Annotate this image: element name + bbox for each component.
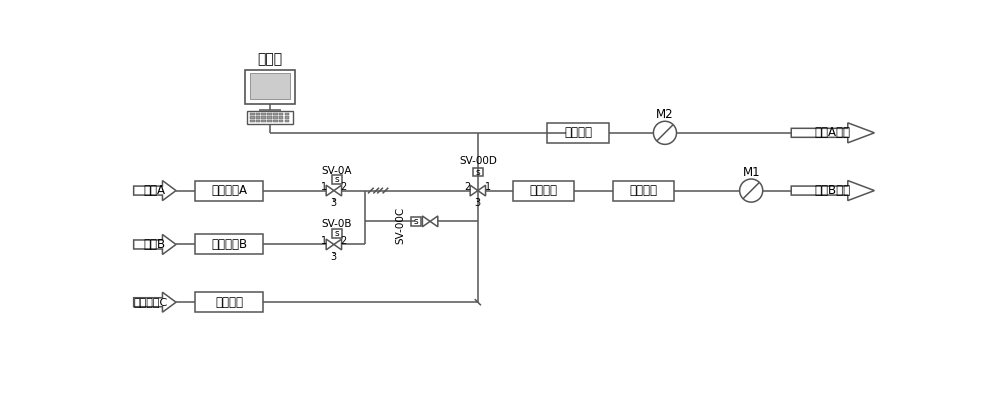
- Text: 1: 1: [321, 182, 327, 192]
- Bar: [613, 180, 674, 200]
- Text: M1: M1: [742, 166, 760, 178]
- Text: SV-0B: SV-0B: [322, 219, 352, 229]
- Bar: [332, 229, 342, 238]
- Bar: [279, 116, 283, 119]
- Text: 样气B: 样气B: [143, 238, 166, 251]
- Bar: [332, 176, 342, 184]
- Text: s: s: [335, 229, 339, 238]
- Bar: [256, 120, 260, 122]
- Text: SV-0A: SV-0A: [322, 166, 352, 176]
- Polygon shape: [326, 185, 334, 196]
- Bar: [267, 116, 272, 119]
- Bar: [273, 116, 278, 119]
- Bar: [512, 180, 574, 200]
- Polygon shape: [334, 185, 342, 196]
- Bar: [250, 113, 255, 115]
- Polygon shape: [334, 239, 342, 250]
- Text: 样气通道A: 样气通道A: [211, 184, 247, 197]
- Text: 1: 1: [485, 182, 491, 192]
- Bar: [250, 116, 255, 119]
- Polygon shape: [134, 292, 176, 312]
- Text: 排放通道: 排放通道: [564, 126, 592, 139]
- Polygon shape: [422, 216, 430, 227]
- Text: 3: 3: [475, 198, 481, 208]
- Text: 2: 2: [341, 237, 347, 246]
- Text: 3: 3: [331, 198, 337, 208]
- Text: 样气通道B: 样气通道B: [211, 238, 247, 251]
- Bar: [273, 120, 278, 122]
- Polygon shape: [134, 235, 176, 255]
- Polygon shape: [791, 180, 874, 200]
- Bar: [195, 235, 263, 255]
- Bar: [195, 180, 263, 200]
- Polygon shape: [430, 216, 438, 227]
- Text: 分析通道: 分析通道: [529, 184, 557, 197]
- Text: 控制器: 控制器: [257, 52, 283, 66]
- Bar: [273, 113, 278, 115]
- Bar: [473, 168, 483, 176]
- Polygon shape: [326, 239, 334, 250]
- Bar: [279, 113, 283, 115]
- Polygon shape: [791, 123, 874, 143]
- Text: 2: 2: [465, 182, 471, 192]
- Bar: [285, 113, 289, 115]
- Text: s: s: [335, 175, 339, 184]
- Bar: [245, 70, 295, 103]
- Polygon shape: [134, 180, 176, 200]
- Text: s: s: [476, 168, 480, 176]
- Bar: [247, 111, 293, 124]
- Bar: [250, 73, 290, 99]
- Text: 高压氮气C: 高压氮气C: [133, 297, 168, 307]
- Bar: [261, 120, 266, 122]
- Bar: [267, 120, 272, 122]
- Text: 样气B排放: 样气B排放: [815, 184, 851, 197]
- Polygon shape: [470, 185, 478, 196]
- Bar: [261, 116, 266, 119]
- Text: 分析仪表: 分析仪表: [629, 184, 657, 197]
- Text: 样气A排放: 样气A排放: [815, 126, 851, 139]
- Text: 吹扫通道: 吹扫通道: [215, 296, 243, 309]
- Bar: [547, 123, 609, 143]
- Bar: [256, 116, 260, 119]
- Bar: [279, 120, 283, 122]
- Text: M2: M2: [656, 108, 674, 121]
- Text: SV-00C: SV-00C: [396, 207, 406, 244]
- Text: 1: 1: [321, 237, 327, 246]
- Text: 样气A: 样气A: [143, 184, 165, 197]
- Bar: [256, 113, 260, 115]
- Bar: [267, 113, 272, 115]
- Text: s: s: [414, 217, 419, 226]
- Text: 2: 2: [341, 182, 347, 192]
- Text: SV-00D: SV-00D: [459, 156, 497, 166]
- Polygon shape: [478, 185, 486, 196]
- Bar: [195, 292, 263, 312]
- Text: 3: 3: [331, 252, 337, 262]
- Bar: [411, 217, 421, 226]
- Bar: [285, 116, 289, 119]
- Bar: [250, 120, 255, 122]
- Bar: [285, 120, 289, 122]
- Bar: [261, 113, 266, 115]
